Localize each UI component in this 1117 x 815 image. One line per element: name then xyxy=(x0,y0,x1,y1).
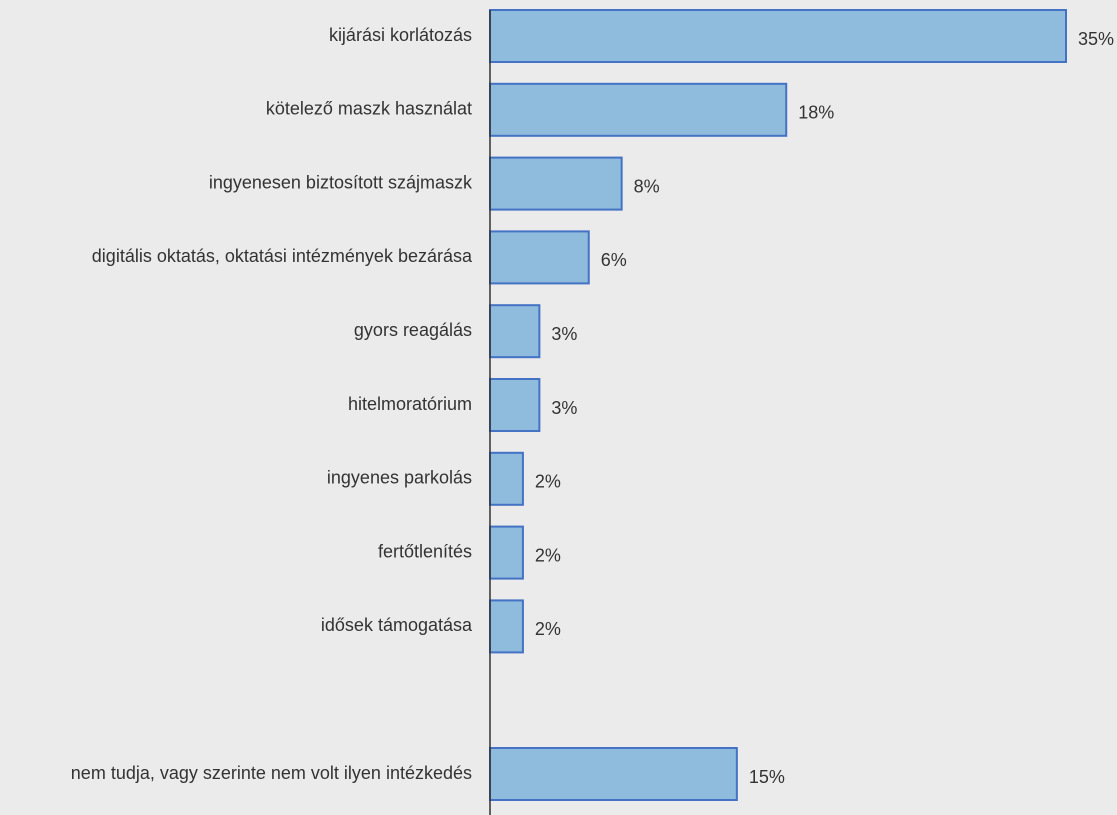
value-label: 18% xyxy=(798,103,834,123)
bar xyxy=(489,451,524,506)
bar xyxy=(489,747,738,801)
category-label: fertőtlenítés xyxy=(378,541,472,561)
value-label: 2% xyxy=(535,545,561,565)
value-label: 2% xyxy=(535,619,561,639)
bar xyxy=(489,156,623,211)
bar xyxy=(489,599,524,654)
bar xyxy=(489,525,524,580)
value-label: 3% xyxy=(551,398,577,418)
category-label: ingyenes parkolás xyxy=(327,468,472,488)
value-label: 8% xyxy=(634,176,660,196)
bar xyxy=(489,230,590,285)
category-label: idősek támogatása xyxy=(321,615,473,635)
category-label: kötelező maszk használat xyxy=(266,99,472,119)
value-label: 3% xyxy=(551,324,577,344)
bar xyxy=(489,9,1067,63)
category-label: digitális oktatás, oktatási intézmények … xyxy=(92,246,473,266)
category-label: nem tudja, vagy szerinte nem volt ilyen … xyxy=(71,763,472,783)
bar xyxy=(489,378,541,432)
value-label: 6% xyxy=(601,250,627,270)
category-label: kijárási korlátozás xyxy=(329,25,472,45)
value-label: 15% xyxy=(749,767,785,787)
bar xyxy=(489,304,541,359)
category-label: ingyenesen biztosított szájmaszk xyxy=(209,172,473,192)
value-label: 2% xyxy=(535,472,561,492)
category-label: gyors reagálás xyxy=(354,320,472,340)
bar xyxy=(489,82,788,137)
category-label: hitelmoratórium xyxy=(348,394,472,414)
value-label: 35% xyxy=(1078,29,1114,49)
